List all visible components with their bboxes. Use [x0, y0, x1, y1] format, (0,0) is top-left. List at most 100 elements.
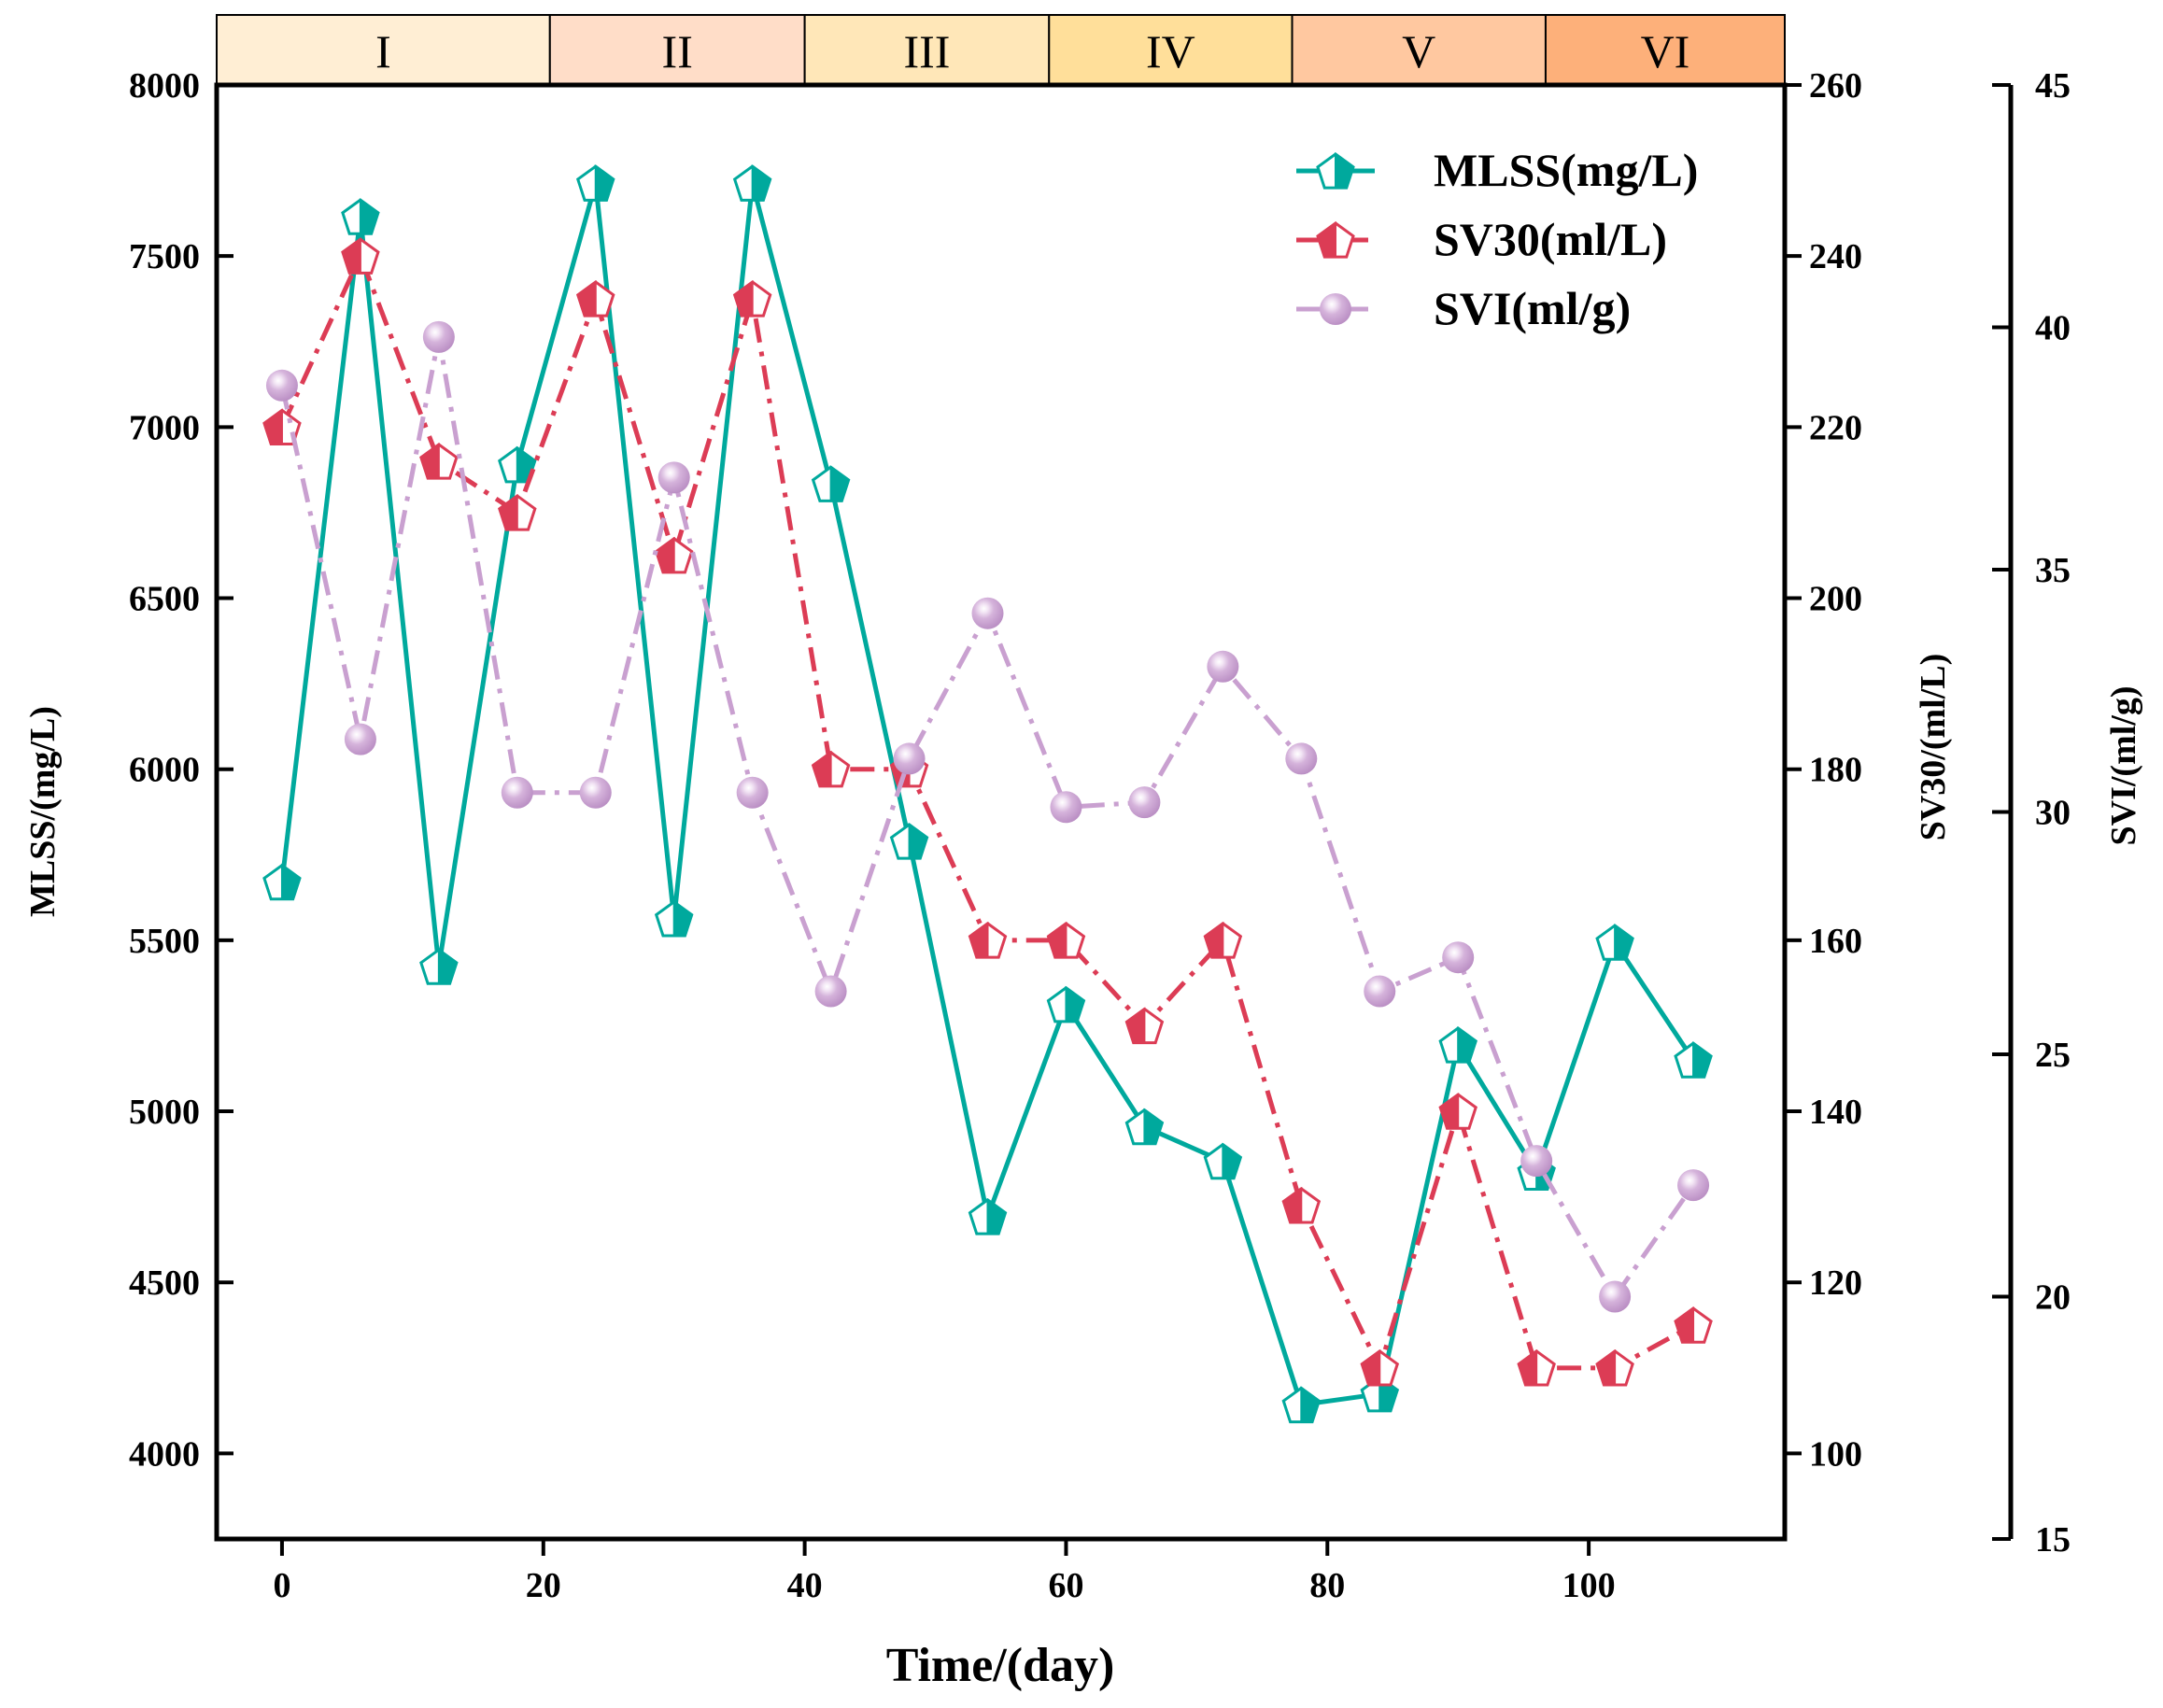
data-point [814, 975, 847, 1008]
data-point [1285, 742, 1318, 775]
marker-fill [1361, 1348, 1381, 1387]
phase-band [548, 14, 806, 86]
marker-fill [1692, 1041, 1713, 1079]
data-point [1599, 1280, 1632, 1313]
x-tick-label: 100 [1562, 1566, 1616, 1605]
data-point [1124, 1007, 1165, 1045]
data-point [1281, 1186, 1322, 1224]
data-point [1050, 791, 1082, 824]
phase-band [1544, 14, 1786, 86]
data-point [501, 776, 533, 809]
marker-fill [341, 237, 361, 275]
data-point [422, 320, 455, 353]
right1-y-tick-label: 200 [1809, 580, 1862, 619]
data-point [1677, 1169, 1710, 1202]
right2-y-tick-label: 40 [2035, 309, 2071, 348]
data-point [1438, 1026, 1477, 1064]
marker-fill [672, 899, 693, 937]
legend: MLSS(mg/L) SV30(ml/L) SVI(ml/g) [1296, 144, 1698, 334]
right2-y-tick-label: 35 [2035, 551, 2071, 590]
right1-axis-title: SV30/(ml/L) [1914, 654, 1953, 841]
right2-y-tick-label: 15 [2035, 1520, 2071, 1560]
marker-fill [280, 863, 302, 900]
data-point [971, 597, 1004, 629]
marker-fill [594, 164, 615, 202]
data-point [1595, 924, 1634, 961]
marker-fill [437, 948, 459, 985]
marker-fill [419, 443, 440, 480]
left-y-tick-label: 4500 [129, 1263, 200, 1303]
left-y-tick-label: 5000 [129, 1093, 200, 1132]
series-line [279, 336, 1696, 1302]
data-point [1203, 921, 1243, 959]
data-point [811, 465, 851, 502]
phase-bands: I II III IV V VI [216, 14, 1786, 86]
marker-fill [733, 280, 754, 318]
marker-fill [829, 465, 850, 502]
marker-fill [655, 536, 675, 573]
right1-y-tick-label: 220 [1809, 408, 1862, 447]
axes: 0 20 40 60 80 100 4000 4500 5000 5500 6000 6500 7000… [129, 66, 2071, 1605]
left-axis-title: MLSS/(mg/L) [23, 706, 63, 917]
data-point [419, 948, 459, 985]
marker-fill [908, 823, 928, 860]
marker-fill [1614, 924, 1634, 961]
marker-fill [1282, 1186, 1303, 1223]
right1-y-tick-label: 260 [1809, 66, 1862, 106]
marker-fill [1674, 1306, 1695, 1344]
series-layer [262, 164, 1713, 1424]
marker-fill [751, 164, 771, 202]
data-point [1128, 786, 1161, 819]
right1-y-tick-label: 180 [1809, 751, 1862, 790]
plot-frame [214, 82, 1788, 1542]
legend-marker [1316, 221, 1355, 259]
phase-label: III [903, 25, 950, 78]
marker-fill [1143, 1108, 1164, 1145]
data-point [1438, 1093, 1477, 1130]
x-axis-title: Time/(day) [886, 1639, 1115, 1692]
right1-y-tick-label: 140 [1809, 1093, 1862, 1132]
data-point [498, 493, 537, 531]
legend-marker [1320, 293, 1351, 325]
right2-y-tick-label: 25 [2035, 1036, 2071, 1075]
data-point [1203, 1142, 1243, 1180]
data-point [265, 369, 298, 402]
left-y-tick-label: 8000 [129, 66, 200, 106]
data-point [575, 164, 615, 202]
right1-y-tick-label: 240 [1809, 237, 1862, 276]
data-point [419, 443, 459, 480]
right1-y-tick-label: 120 [1809, 1263, 1862, 1303]
data-point [262, 863, 302, 901]
data-point [341, 198, 380, 235]
data-point [344, 723, 376, 755]
marker-fill [1517, 1348, 1538, 1387]
right1-y-tick-label: 160 [1809, 922, 1862, 961]
data-point [1595, 1348, 1634, 1387]
marker-fill [1595, 1348, 1617, 1387]
marker-fill [359, 198, 380, 235]
left-y-tick-label: 5500 [129, 922, 200, 961]
x-tick-label: 20 [526, 1566, 561, 1605]
phase-label: V [1402, 25, 1435, 78]
data-point [968, 921, 1008, 959]
data-point [1046, 985, 1086, 1023]
data-point [811, 750, 851, 788]
phase-label: II [662, 25, 693, 78]
marker-fill [1335, 152, 1355, 190]
marker-fill [1047, 921, 1067, 959]
phase-band [803, 14, 1051, 86]
legend-label: MLSS(mg/L) [1434, 144, 1698, 196]
phase-label: I [375, 25, 391, 78]
data-point [1520, 1145, 1553, 1178]
marker-fill [812, 750, 832, 787]
data-point [732, 164, 772, 202]
phase-label: VI [1641, 25, 1690, 78]
data-point [1364, 975, 1396, 1008]
right2-y-tick-label: 30 [2035, 794, 2071, 833]
marker-fill [1300, 1386, 1321, 1423]
right2-axis-title: SVI/(ml/g) [2104, 686, 2143, 846]
data-point [1281, 1386, 1322, 1424]
data-point [657, 461, 690, 494]
data-point [889, 823, 929, 860]
